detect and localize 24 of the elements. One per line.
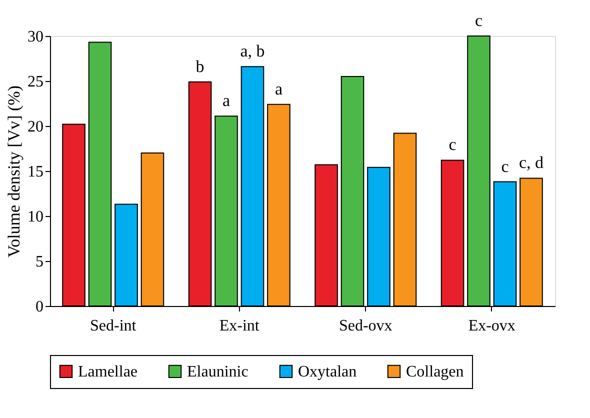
annotation: a	[274, 79, 283, 98]
annotation: a, b	[240, 42, 265, 61]
legend-label: Lamellae	[78, 363, 138, 380]
x-tick-label: Sed-ovx	[338, 318, 392, 334]
y-tick-label: 30	[28, 28, 44, 46]
y-tick-label: 20	[28, 118, 44, 136]
y-tick-label: 15	[28, 164, 44, 180]
legend-label: Elauninic	[187, 363, 248, 380]
y-tick-label: 5	[36, 254, 44, 270]
y-tick-label: 25	[28, 74, 44, 90]
annotation: c	[501, 156, 510, 176]
y-tick-label: 0	[36, 298, 44, 316]
x-tick-label: Sed-int	[90, 318, 137, 334]
annotation: c	[448, 135, 457, 154]
annotation: a	[222, 91, 230, 110]
y-tick-label: 10	[28, 208, 44, 226]
annotation: c, d	[518, 153, 544, 172]
legend-label: Oxytalan	[298, 363, 357, 380]
annotation: c	[474, 11, 483, 30]
annotation: b	[196, 56, 204, 76]
x-tick-label: Ex-ovx	[468, 318, 516, 334]
x-tick-label: Ex-int	[219, 318, 260, 334]
y-axis-title: Volume density [Vv] (%)	[4, 85, 24, 258]
legend-label: Collagen	[406, 363, 464, 380]
